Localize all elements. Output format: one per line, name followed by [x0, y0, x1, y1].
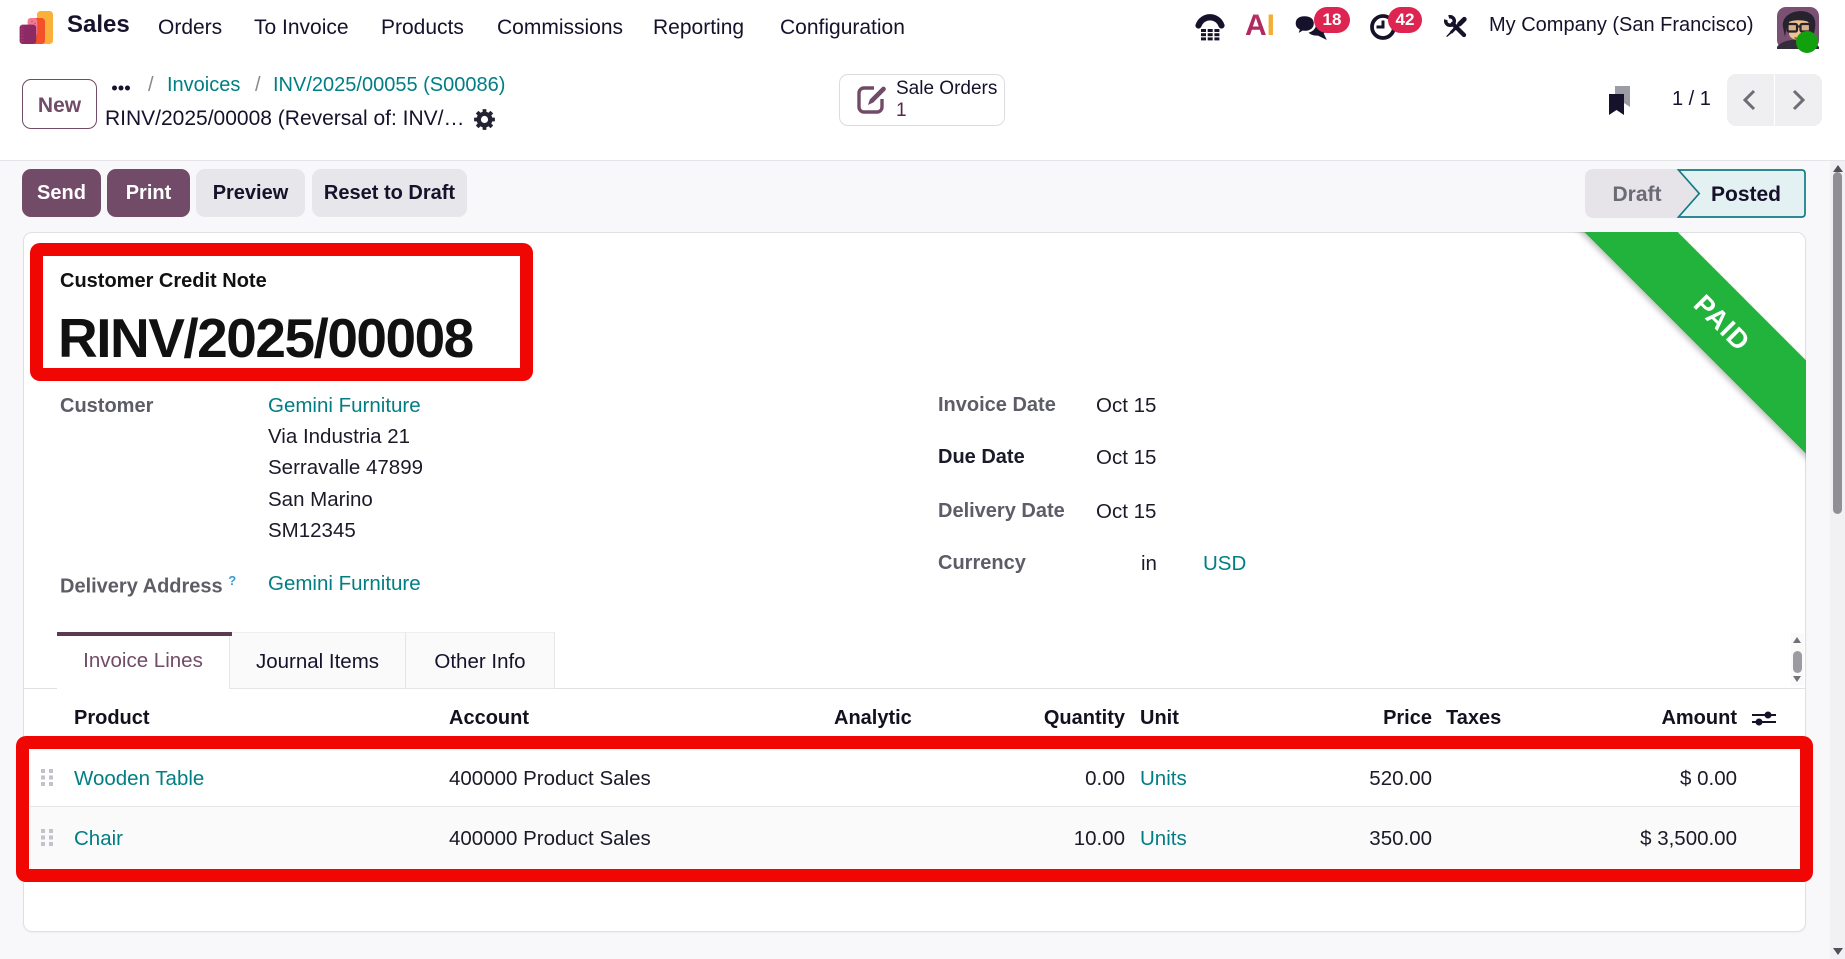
svg-text:Posted: Posted: [1711, 183, 1781, 206]
svg-text:Draft: Draft: [1612, 183, 1661, 206]
